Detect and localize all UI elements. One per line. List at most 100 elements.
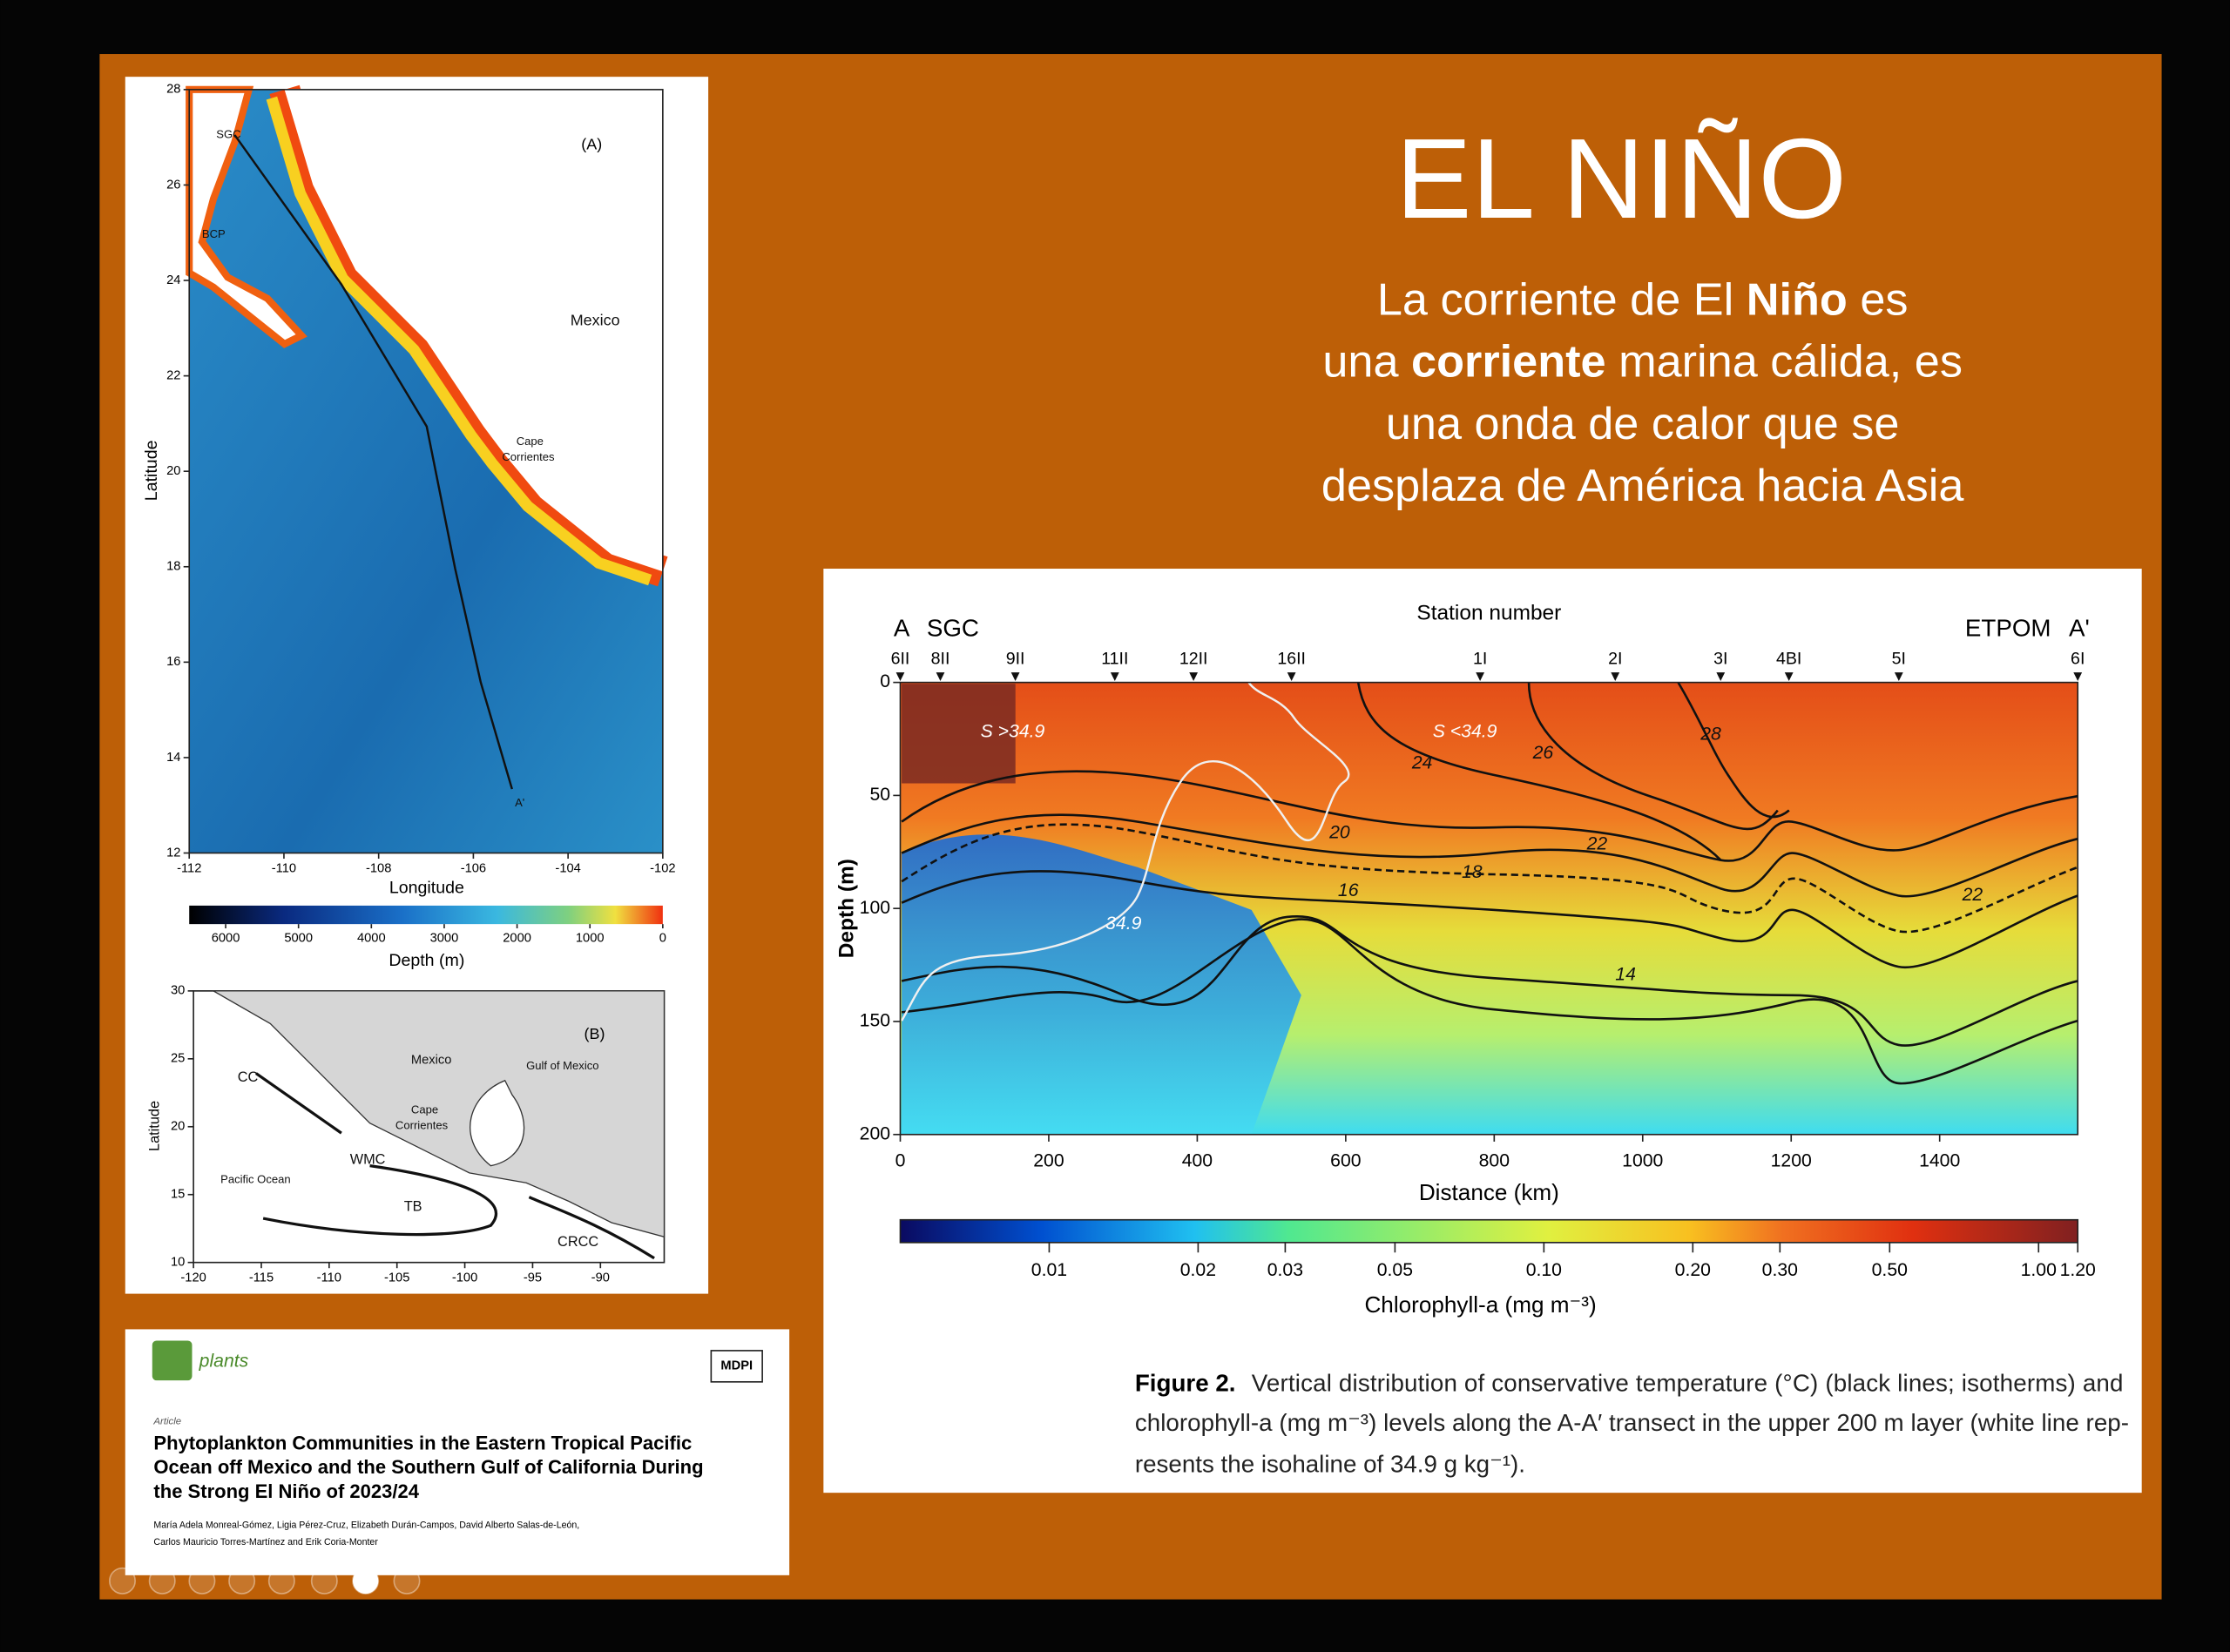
y-axis-label: Latitude	[146, 1101, 162, 1151]
x-tick-label: -106	[461, 861, 486, 875]
isotherm-label: 22	[1586, 833, 1608, 853]
place-label: SGC	[216, 128, 240, 141]
toolbar-button[interactable]	[393, 1567, 421, 1595]
station-label: 3I	[1713, 650, 1727, 669]
paper-authors: Carlos Mauricio Torres-Martínez and Erik…	[153, 1537, 378, 1547]
station-label: 9II	[1006, 650, 1025, 669]
x-tick-label: -102	[650, 861, 675, 875]
salinity-label: 34.9	[1105, 914, 1141, 934]
station-label: 11II	[1101, 650, 1128, 669]
x-tick-label: 600	[1330, 1150, 1361, 1170]
colorbar-tick-label: 1000	[576, 931, 605, 945]
body-line: una onda de calor que se	[1386, 399, 1900, 449]
body-run: una	[1322, 337, 1411, 388]
colorbar-tick-label: 0.30	[1762, 1260, 1798, 1280]
panel-label: (A)	[581, 135, 602, 152]
current-arrow	[262, 1164, 497, 1237]
colorbar-tick-label: 0.10	[1526, 1260, 1562, 1280]
toolbar-button[interactable]	[188, 1567, 216, 1595]
caption-line: resents the isohaline of 34.9 g kg⁻¹).	[1135, 1450, 1525, 1477]
x-tick-label: 400	[1182, 1150, 1213, 1170]
y-tick-label: 200	[860, 1123, 890, 1143]
panel-label: (B)	[585, 1025, 605, 1042]
chlorophyll-colorbar	[899, 1218, 2079, 1244]
paper-title: the Strong El Niño of 2023/24	[153, 1480, 419, 1502]
colorbar-tick-label: 6000	[212, 931, 240, 945]
x-tick-label: -120	[180, 1271, 206, 1285]
toolbar-button[interactable]	[108, 1567, 137, 1595]
x-tick-label: 1200	[1771, 1150, 1812, 1170]
isohaline	[901, 681, 1350, 1022]
y-tick-label: 20	[166, 464, 180, 478]
paper-text: Phytoplankton Communities in the Eastern…	[153, 1432, 703, 1547]
isotherm-label: 28	[1700, 725, 1721, 745]
low-chlorophyll	[902, 834, 1301, 1135]
station-label: 12II	[1179, 650, 1208, 669]
place-label: WMC	[350, 1151, 386, 1167]
article-kind: Article	[152, 1417, 181, 1427]
x-tick-label: -115	[249, 1271, 274, 1285]
toolbar-button[interactable]	[310, 1567, 338, 1595]
y-tick-label: 150	[860, 1011, 890, 1031]
place-label: CRCC	[558, 1234, 598, 1250]
salinity-label: S <34.9	[1433, 721, 1497, 741]
place-label: A'	[515, 796, 524, 809]
body-run: La corriente de El	[1377, 275, 1747, 326]
station-label: 2I	[1608, 650, 1622, 669]
place-label: Mexico	[571, 312, 620, 329]
paper-authors: María Adela Monreal-Gómez, Ligia Pérez-C…	[153, 1521, 579, 1531]
isotherm-label: 22	[1962, 885, 1983, 905]
y-tick-label: 16	[166, 655, 180, 669]
x-tick-label: -110	[317, 1271, 341, 1285]
body-line: La corriente de El Niño es	[1377, 275, 1909, 326]
x-tick-label: -104	[555, 861, 580, 875]
transect	[233, 134, 513, 790]
colorbar-tick-label: 0.02	[1180, 1260, 1216, 1280]
colorbar-tick-label: 0.20	[1675, 1260, 1711, 1280]
station-marker	[2073, 672, 2083, 681]
x-tick-label: -112	[177, 861, 201, 875]
toolbar-button[interactable]	[267, 1567, 295, 1595]
y-tick-label: 0	[880, 671, 890, 691]
toolbar-button[interactable]	[228, 1567, 256, 1595]
y-tick-label: 10	[171, 1256, 185, 1270]
isotherms	[901, 681, 2078, 1085]
colorbar-tick-label: 2000	[503, 931, 531, 945]
mainland	[284, 89, 663, 572]
station-marker	[1189, 672, 1199, 681]
y-tick-label: 100	[860, 898, 890, 918]
x-tick-label: -108	[366, 861, 391, 875]
station-label: 4BI	[1776, 650, 1801, 669]
toolbar-button[interactable]	[148, 1567, 176, 1595]
place-label: Corrientes	[395, 1118, 449, 1131]
station-label: 5I	[1892, 650, 1906, 669]
x-axis-label: Longitude	[389, 879, 464, 898]
y-tick-label: 50	[869, 785, 890, 805]
station-label: 8II	[931, 650, 950, 669]
top-label: Station number	[1416, 602, 1561, 625]
station-marker	[1784, 672, 1794, 681]
colorbar-tick-label: 5000	[284, 931, 313, 945]
station-marker	[1287, 672, 1296, 681]
isotherm-label: 24	[1411, 752, 1433, 772]
place-label: Cape	[517, 435, 544, 448]
y-tick-label: 15	[171, 1188, 185, 1202]
colorbar-tick-label: 4000	[357, 931, 386, 945]
y-tick-label: 24	[166, 273, 180, 287]
isotherm-label: 20	[1328, 822, 1350, 842]
y-tick-label: 12	[166, 846, 180, 860]
x-tick-label: -105	[384, 1271, 409, 1285]
colorbar-tick-label: 1.20	[2060, 1260, 2096, 1280]
y-tick-label: 25	[171, 1052, 185, 1066]
paper-title: Phytoplankton Communities in the Eastern…	[153, 1432, 692, 1453]
y-tick-label: 18	[166, 560, 180, 574]
place-label: Mexico	[411, 1054, 452, 1068]
colorbar-tick-label: 0.50	[1872, 1260, 1908, 1280]
caption-line: Vertical distribution of conservative te…	[1252, 1369, 2124, 1396]
place-label: Pacific Ocean	[220, 1172, 291, 1185]
x-tick-label: -110	[272, 861, 296, 875]
high-chlorophyll	[902, 684, 1016, 784]
toolbar-button[interactable]	[352, 1567, 380, 1595]
